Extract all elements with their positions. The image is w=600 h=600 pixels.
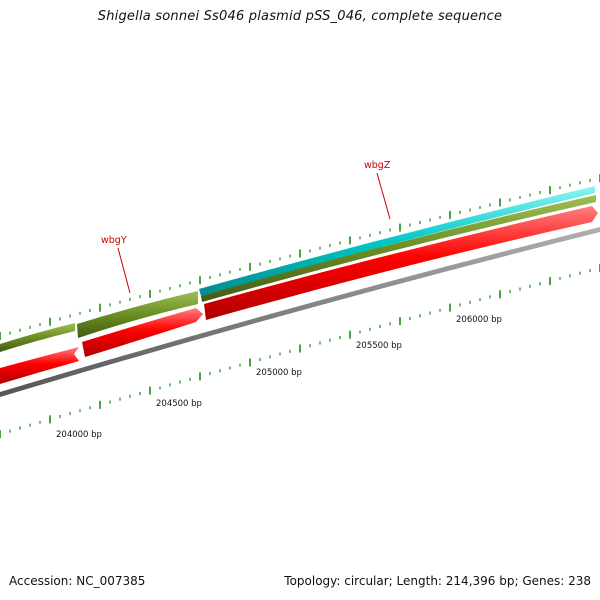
scale-label-205500: 205500 bp (356, 341, 402, 351)
scale-label-206000: 206000 bp (456, 315, 502, 325)
gene-label-wbgY[interactable]: wbgY (101, 235, 127, 246)
scale-label-205000: 205000 bp (256, 368, 302, 378)
reverse-gene-3[interactable] (204, 206, 598, 320)
outer-tick-row (0, 174, 600, 340)
forward-gene-wbgZ-cyan[interactable] (199, 186, 595, 296)
forward-gene-wbgY[interactable] (77, 291, 198, 338)
reverse-gene-2[interactable] (82, 308, 203, 357)
scale-label-204000: 204000 bp (56, 430, 102, 440)
inner-tick-row (0, 264, 600, 438)
gene-label-leader-wbgZ (376, 172, 391, 220)
reverse-gene-1[interactable] (0, 347, 79, 384)
accession-label: Accession: NC_007385 (9, 574, 146, 588)
gene-label-wbgZ[interactable]: wbgZ (364, 160, 391, 171)
sequence-summary: Topology: circular; Length: 214,396 bp; … (284, 574, 591, 588)
scale-label-204500: 204500 bp (156, 399, 202, 409)
forward-gene-1[interactable] (0, 323, 75, 352)
gene-label-leader-wbgY (117, 247, 131, 294)
forward-gene-wbgZ-olive[interactable] (201, 195, 596, 302)
map-title: Shigella sonnei Ss046 plasmid pSS_046, c… (97, 9, 503, 24)
plasmid-backbone (0, 227, 600, 397)
